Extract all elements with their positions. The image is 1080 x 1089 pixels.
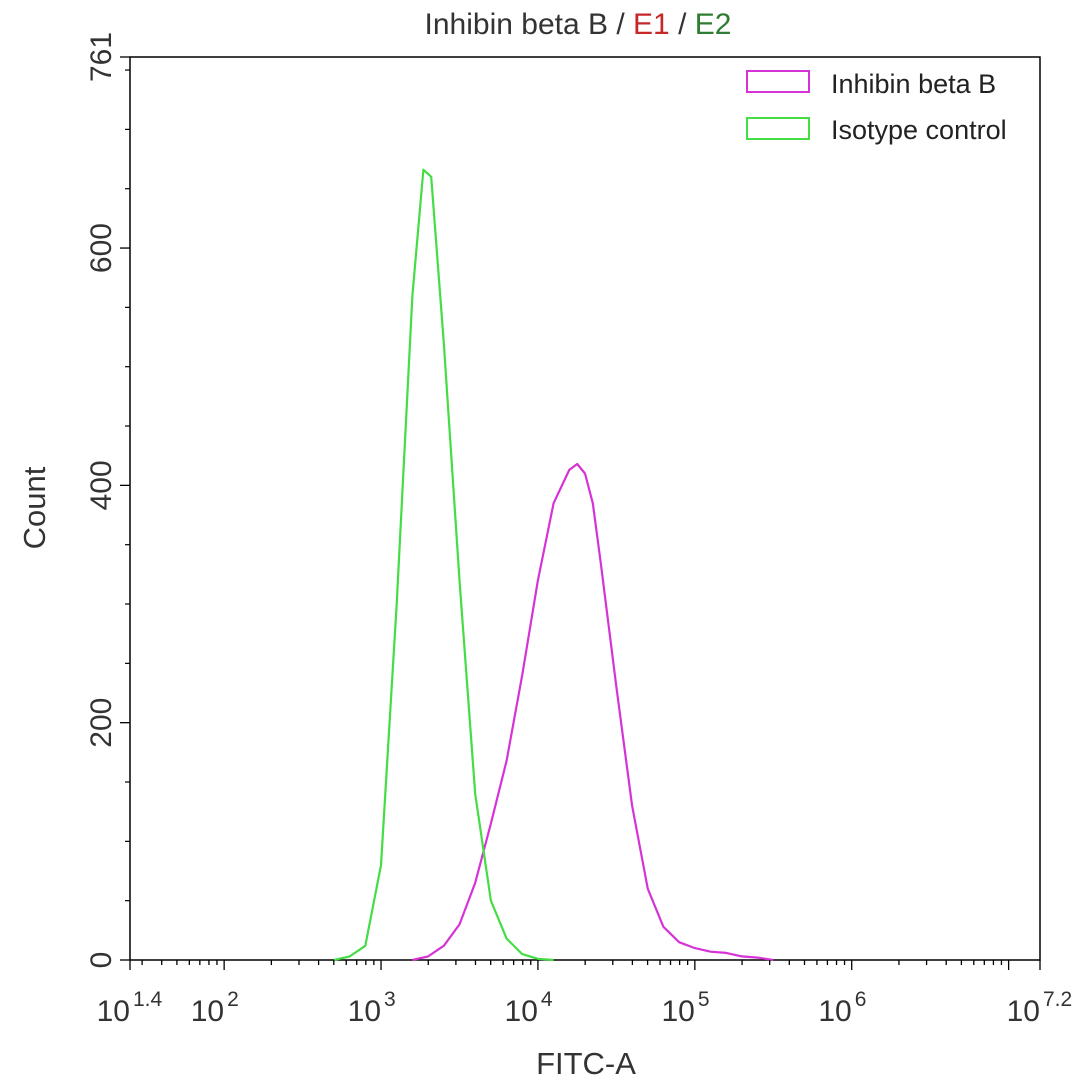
title-part-1: / [608, 8, 633, 41]
legend-swatch-inhibin-beta-b [746, 70, 810, 93]
x-tick-exponent: 2 [227, 988, 239, 1011]
x-tick-label: 10 [348, 995, 381, 1028]
y-tick-label: 400 [85, 460, 118, 510]
y-axis-label: Count [17, 466, 52, 549]
y-tick-label: 600 [85, 223, 118, 273]
x-tick-label: 10 [1007, 995, 1040, 1028]
x-tick-label: 10 [191, 995, 224, 1028]
x-tick-label: 10 [97, 995, 130, 1028]
x-tick-exponent: 7.2 [1043, 988, 1072, 1011]
title-part-0: Inhibin beta B [425, 8, 608, 41]
legend-label-inhibin-beta-b: Inhibin beta B [831, 69, 996, 99]
plot-area [129, 56, 1041, 961]
y-tick-label: 0 [85, 952, 118, 969]
series-line-isotype-control [333, 168, 554, 962]
legend-label-isotype-control: Isotype control [831, 115, 1007, 145]
series-line-inhibin-beta-b [412, 462, 774, 962]
x-axis-label: FITC-A [536, 1046, 636, 1081]
y-tick-label: 761 [85, 32, 118, 82]
title-part-2: E1 [633, 8, 670, 41]
x-tick-exponent: 1.4 [133, 988, 163, 1011]
x-tick-exponent: 3 [384, 988, 396, 1011]
title-part-3: / [670, 8, 695, 41]
y-tick-label: 200 [85, 698, 118, 748]
x-tick-exponent: 5 [698, 988, 710, 1011]
x-tick-label: 10 [505, 995, 538, 1028]
chart-title: Inhibin beta B / E1 / E2 [425, 8, 732, 41]
x-tick-label: 10 [661, 995, 694, 1028]
legend: Inhibin beta B Isotype control [746, 69, 1007, 145]
series-lines [333, 168, 774, 962]
legend-swatch-isotype-control [746, 117, 810, 140]
x-tick-label: 10 [818, 995, 851, 1028]
title-part-4: E2 [695, 8, 732, 41]
x-tick-exponent: 6 [855, 988, 867, 1011]
x-tick-exponent: 4 [541, 988, 553, 1011]
